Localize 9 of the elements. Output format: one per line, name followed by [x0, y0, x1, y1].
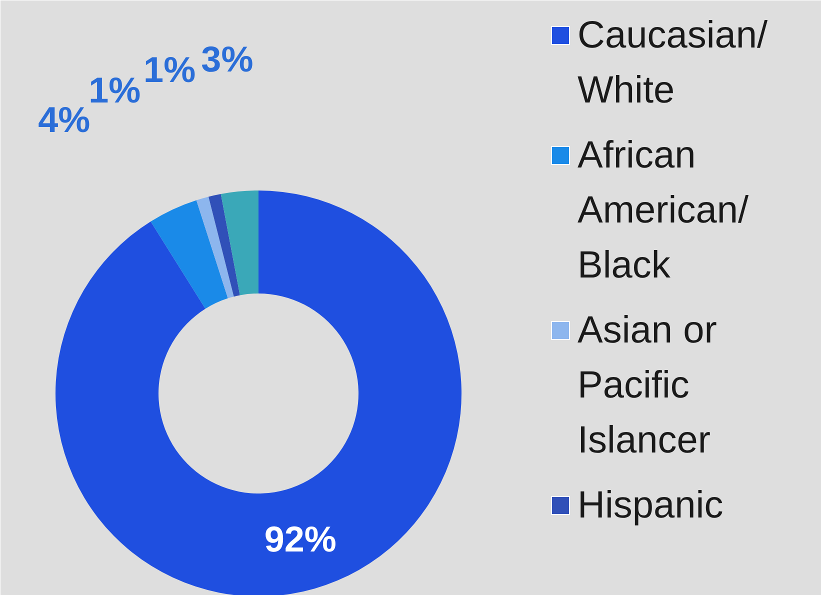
data-label: 92%	[264, 518, 336, 560]
data-label: 4%	[38, 98, 90, 140]
legend-label: Caucasian/ White	[578, 14, 768, 112]
legend-label: African American/ Black	[578, 134, 749, 286]
data-label: 3%	[201, 38, 254, 80]
legend-label: Asian or Pacific Islancer	[578, 310, 718, 462]
legend-label: Hispanic	[578, 484, 724, 526]
data-label: 1%	[144, 48, 196, 90]
data-label: 1%	[88, 69, 141, 110]
